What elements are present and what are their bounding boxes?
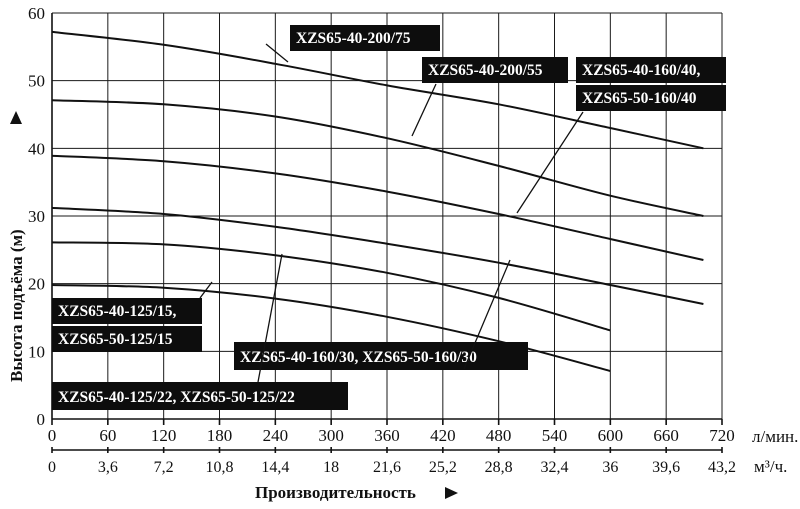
x2-tick-label: 18	[323, 459, 339, 476]
series-label-box	[234, 342, 528, 370]
x-axis-arrow-icon	[445, 487, 458, 499]
x-tick-label: 660	[653, 426, 679, 445]
series-label-box	[576, 85, 726, 111]
series-curve-3	[51, 154, 704, 261]
leader-line	[463, 259, 511, 370]
x-unit-label: л/мин.	[752, 427, 798, 446]
x-tick-label: 480	[486, 426, 512, 445]
series-label-text: XZS65-40-160/40,	[582, 62, 701, 79]
x2-tick-label: 36	[602, 459, 618, 476]
series-label: XZS65-50-160/40	[576, 85, 726, 111]
x-axis-title: Производительность	[255, 483, 416, 502]
series-label-box	[52, 298, 202, 324]
x2-tick-label: 28,8	[485, 459, 513, 476]
series-label-text: XZS65-50-160/40	[582, 90, 697, 107]
x2-tick-label: 21,6	[373, 459, 401, 476]
series-curve-4	[51, 206, 704, 305]
series-label-text: XZS65-40-200/55	[428, 62, 543, 79]
x2-tick-label: 39,6	[652, 459, 680, 476]
series-label: XZS65-40-160/30, XZS65-50-160/30	[234, 342, 528, 370]
x-tick-label: 540	[542, 426, 568, 445]
y-tick-label: 0	[37, 410, 46, 429]
x-tick-label: 360	[374, 426, 400, 445]
series-label-box	[422, 57, 568, 83]
series-label-text: XZS65-50-125/15	[58, 331, 173, 348]
series-label: XZS65-40-200/75	[290, 25, 440, 51]
y-tick-label: 50	[28, 72, 45, 91]
x2-tick-label: 43,2	[708, 459, 736, 476]
leader-line	[257, 253, 283, 383]
series-curve-5	[51, 241, 611, 332]
x-tick-label: 0	[48, 426, 57, 445]
x2-tick-label: 7,2	[154, 459, 174, 476]
y-axis-title: Высота подъёма (м)	[7, 229, 26, 382]
series-label: XZS65-40-160/40,	[576, 57, 726, 83]
curves	[51, 30, 704, 372]
x2-tick-label: 0	[48, 459, 56, 476]
series-label: XZS65-40-200/55	[422, 57, 568, 83]
leader-line	[516, 111, 584, 214]
series-label: XZS65-40-125/22, XZS65-50-125/22	[52, 382, 348, 410]
y-tick-label: 40	[28, 139, 45, 158]
series-label-box	[52, 326, 202, 352]
series-label: XZS65-50-125/15	[52, 326, 202, 352]
x-tick-label: 420	[430, 426, 456, 445]
y-axis-arrow-icon	[10, 111, 22, 124]
x-tick-label: 60	[99, 426, 116, 445]
y-tick-label: 20	[28, 275, 45, 294]
y-axis-title-group: Высота подъёма (м)	[7, 111, 26, 382]
x-tick-label: 300	[318, 426, 344, 445]
series-curve-2	[51, 99, 704, 217]
axes: 00603,61207,218010,824014,43001836021,64…	[28, 4, 736, 476]
leader-line	[411, 83, 437, 137]
x-tick-label: 180	[207, 426, 233, 445]
series-curve-1	[51, 30, 704, 150]
x-tick-label: 720	[709, 426, 735, 445]
x2-tick-label: 10,8	[206, 459, 234, 476]
x2-tick-label: 25,2	[429, 459, 457, 476]
x-axis-title-group: Производительность	[255, 483, 458, 502]
x2-unit-label: м³/ч.	[754, 457, 787, 476]
series-labels: XZS65-40-200/75 XZS65-40-200/55 XZS65-40-1…	[52, 25, 726, 410]
leader-line	[265, 43, 289, 63]
series-label-box	[52, 382, 348, 410]
series-label-box	[576, 57, 726, 83]
x-tick-label: 240	[263, 426, 289, 445]
y-tick-label: 10	[28, 342, 45, 361]
x-tick-label: 600	[598, 426, 624, 445]
x-tick-label: 120	[151, 426, 177, 445]
series-label-box	[290, 25, 440, 51]
leader-line	[199, 281, 213, 299]
series-label-text: XZS65-40-160/30, XZS65-50-160/30	[240, 349, 477, 366]
y-tick-label: 60	[28, 4, 45, 23]
x2-tick-label: 3,6	[98, 459, 118, 476]
series-label: XZS65-40-125/15,	[52, 298, 202, 324]
x2-tick-label: 32,4	[541, 459, 569, 476]
x2-tick-label: 14,4	[261, 459, 289, 476]
y-tick-label: 30	[28, 207, 45, 226]
series-label-text: XZS65-40-200/75	[296, 30, 411, 47]
series-label-text: XZS65-40-125/15,	[58, 303, 177, 320]
series-label-text: XZS65-40-125/22, XZS65-50-125/22	[58, 389, 295, 406]
